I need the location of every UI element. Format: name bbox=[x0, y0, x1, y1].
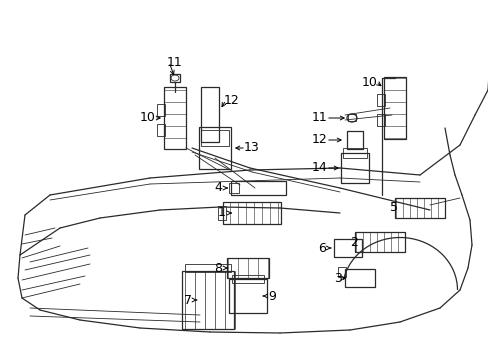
Bar bbox=[376, 114, 384, 126]
Text: 5: 5 bbox=[389, 202, 397, 215]
Bar bbox=[231, 275, 264, 283]
Text: 11: 11 bbox=[311, 112, 327, 125]
Bar bbox=[340, 153, 368, 183]
Bar bbox=[218, 206, 225, 220]
Bar bbox=[346, 131, 362, 149]
Bar bbox=[394, 198, 444, 218]
Text: 14: 14 bbox=[311, 162, 327, 175]
Text: 10: 10 bbox=[361, 76, 377, 89]
Text: 2: 2 bbox=[349, 235, 357, 248]
Text: 13: 13 bbox=[244, 141, 259, 154]
Bar bbox=[223, 202, 281, 224]
Text: 11: 11 bbox=[167, 55, 183, 68]
Bar bbox=[157, 124, 164, 136]
Bar bbox=[184, 264, 230, 272]
Text: 6: 6 bbox=[317, 242, 325, 255]
Text: 9: 9 bbox=[267, 289, 275, 302]
Text: 7: 7 bbox=[183, 293, 192, 306]
Bar bbox=[383, 77, 405, 139]
Text: 3: 3 bbox=[333, 271, 341, 284]
Bar bbox=[163, 87, 185, 149]
Bar bbox=[230, 181, 285, 195]
Bar bbox=[170, 74, 180, 82]
Text: 4: 4 bbox=[214, 181, 222, 194]
Text: 1: 1 bbox=[218, 207, 225, 220]
Bar bbox=[342, 148, 366, 158]
Text: 8: 8 bbox=[214, 261, 222, 274]
Text: 10: 10 bbox=[140, 112, 156, 125]
Bar bbox=[345, 269, 374, 287]
Bar bbox=[354, 232, 404, 252]
Bar bbox=[201, 130, 228, 146]
Bar bbox=[226, 258, 268, 278]
Bar bbox=[201, 87, 219, 143]
Bar bbox=[333, 239, 361, 257]
Bar bbox=[228, 183, 239, 193]
Bar bbox=[376, 94, 384, 106]
Text: 12: 12 bbox=[311, 134, 327, 147]
Text: 12: 12 bbox=[224, 94, 240, 107]
Bar bbox=[182, 271, 234, 329]
Bar bbox=[157, 104, 164, 116]
Bar bbox=[228, 279, 266, 313]
Bar bbox=[199, 127, 230, 169]
Bar bbox=[337, 267, 346, 277]
Bar bbox=[347, 114, 355, 121]
